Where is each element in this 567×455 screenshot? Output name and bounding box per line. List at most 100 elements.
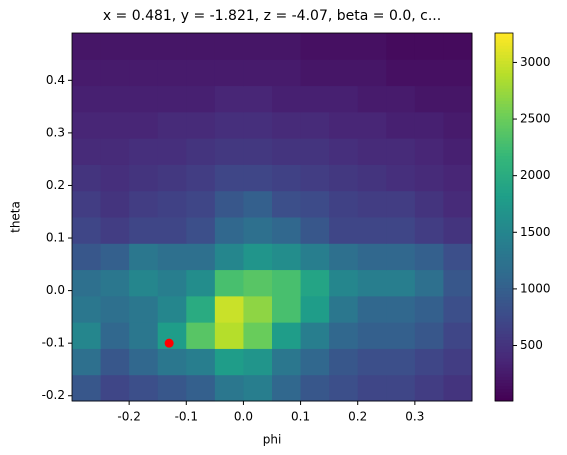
colorbar-segment xyxy=(495,210,513,215)
heatmap-cell xyxy=(414,33,444,60)
colorbar-segment xyxy=(495,244,513,249)
heatmap-cell xyxy=(157,348,187,376)
colorbar-segment xyxy=(495,161,513,166)
x-tick-label: -0.1 xyxy=(175,410,198,424)
heatmap-cell xyxy=(443,33,473,60)
heatmap-cell xyxy=(329,374,359,402)
colorbar-segment xyxy=(495,204,513,209)
heatmap-cell xyxy=(186,269,216,297)
heatmap-cell xyxy=(157,85,187,113)
heatmap-cell xyxy=(414,111,444,139)
colorbar-segment xyxy=(495,63,513,68)
heatmap-cell xyxy=(157,243,187,271)
heatmap-cell xyxy=(300,243,330,271)
colorbar-segment xyxy=(495,100,513,105)
x-tick-label: -0.2 xyxy=(117,410,140,424)
heatmap-cell xyxy=(272,217,302,244)
heatmap-cell xyxy=(243,85,273,113)
heatmap-cell xyxy=(129,322,159,349)
heatmap-cell xyxy=(157,269,187,297)
colorbar-segment xyxy=(495,370,513,374)
heatmap-cell xyxy=(72,59,102,87)
colorbar-segment xyxy=(495,361,513,365)
heatmap-cell xyxy=(72,217,102,244)
heatmap-cell xyxy=(129,85,159,113)
heatmap-cell xyxy=(357,374,387,402)
heatmap-cell xyxy=(300,322,330,349)
colorbar-segment xyxy=(495,39,513,43)
heatmap-cell xyxy=(186,164,216,192)
colorbar-segment xyxy=(495,66,513,71)
colorbar-segment xyxy=(495,192,513,197)
heatmap-cell xyxy=(443,138,473,165)
colorbar-segment xyxy=(495,278,513,282)
heatmap-cell xyxy=(329,322,359,349)
heatmap-cell xyxy=(129,348,159,376)
colorbar-segment xyxy=(495,394,513,399)
heatmap-cell xyxy=(186,111,216,139)
heatmap-cell xyxy=(329,59,359,87)
colorbar-segment xyxy=(495,106,513,111)
colorbar-segment xyxy=(495,385,513,390)
heatmap-cell xyxy=(300,59,330,87)
colorbar-segment xyxy=(495,302,513,307)
heatmap-cell xyxy=(129,295,159,323)
heatmap-cell xyxy=(357,190,387,218)
heatmap-cell xyxy=(157,295,187,323)
heatmap-cell xyxy=(157,111,187,139)
heatmap-cell xyxy=(243,322,273,349)
heatmap-cell xyxy=(243,190,273,218)
heatmap-cell xyxy=(129,33,159,60)
heatmap-cell xyxy=(157,190,187,218)
heatmap-cell xyxy=(443,59,473,87)
heatmap-cell xyxy=(300,190,330,218)
heatmap-cell xyxy=(272,59,302,87)
colorbar-segment xyxy=(495,263,513,267)
colorbar-segment xyxy=(495,177,513,181)
heatmap-cell xyxy=(300,138,330,165)
y-tick-label: -0.2 xyxy=(42,388,65,402)
heatmap-cell xyxy=(72,111,102,139)
heatmap-cell xyxy=(186,138,216,165)
heatmap-cell xyxy=(272,243,302,271)
heatmap-cell xyxy=(72,138,102,165)
heatmap-cell xyxy=(300,295,330,323)
heatmap-cell xyxy=(357,295,387,323)
heatmap-cell xyxy=(186,190,216,218)
heatmap-cell xyxy=(186,217,216,244)
heatmap-cell xyxy=(214,374,244,402)
colorbar-segment xyxy=(495,250,513,255)
heatmap-cell xyxy=(72,164,102,192)
colorbar-segment xyxy=(495,94,513,98)
heatmap-cell xyxy=(414,85,444,113)
colorbar-segment xyxy=(495,358,513,362)
heatmap-cell xyxy=(386,217,416,244)
colorbar-segment xyxy=(495,238,513,243)
y-axis-label: theta xyxy=(9,201,23,233)
heatmap-cell xyxy=(329,295,359,323)
heatmap-cell xyxy=(72,33,102,60)
heatmap-cell xyxy=(357,348,387,376)
colorbar-segment xyxy=(495,186,513,190)
heatmap-cell xyxy=(100,348,130,376)
heatmap-cell xyxy=(100,111,130,139)
heatmap-cell xyxy=(186,348,216,376)
colorbar-segment xyxy=(495,85,513,89)
colorbar-segment xyxy=(495,97,513,101)
colorbar-segment xyxy=(495,164,513,169)
y-tick-label: -0.1 xyxy=(42,336,65,350)
colorbar-segment xyxy=(495,281,513,285)
colorbar-segment xyxy=(495,287,513,292)
colorbar-segment xyxy=(495,167,513,172)
colorbar-segment xyxy=(495,266,513,270)
heatmap-cell xyxy=(100,190,130,218)
colorbar-segment xyxy=(495,171,513,175)
colorbar-segment xyxy=(495,125,513,129)
heatmap-cell xyxy=(243,59,273,87)
colorbar-segment xyxy=(495,155,513,160)
colorbar-segment xyxy=(495,51,513,55)
heatmap-cell xyxy=(272,85,302,113)
colorbar-segment xyxy=(495,345,513,350)
heatmap-cell xyxy=(386,164,416,192)
heatmap-cell xyxy=(272,190,302,218)
